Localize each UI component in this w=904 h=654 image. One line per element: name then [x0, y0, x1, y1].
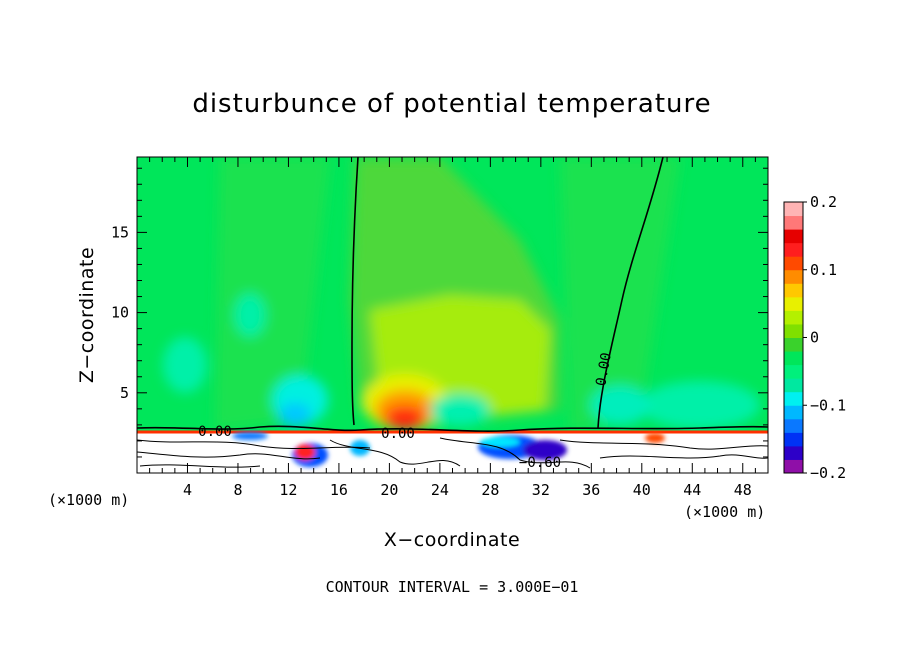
colorbar-swatch: [784, 269, 803, 284]
colorbar-swatch: [784, 283, 803, 298]
x-axis: 4 8 12 16 20 24 28 32 36 40 44 48: [149, 157, 756, 499]
x-tick-label: 32: [532, 481, 550, 499]
surface-layer: [137, 430, 768, 473]
colorbar-swatch: [784, 351, 803, 366]
colorbar-swatch: [784, 432, 803, 447]
colorbar-swatch: [784, 242, 803, 257]
contour-lines: [137, 157, 768, 432]
x-tick-label: 16: [330, 481, 348, 499]
x-tick-label: 48: [734, 481, 752, 499]
colorbar-swatch: [784, 418, 803, 433]
colorbar-swatch: [784, 459, 803, 474]
colorbar: 0.2 0.1 0 −0.1 −0.2: [783, 193, 846, 482]
colorbar-swatch: [784, 296, 803, 311]
colorbar-tick-label: 0: [810, 329, 819, 347]
colorbar-swatch: [784, 202, 803, 217]
contour-label: 0.00: [593, 351, 615, 387]
colorbar-swatch: [784, 445, 803, 460]
x-tick-label: 28: [481, 481, 499, 499]
x-tick-label: 36: [582, 481, 600, 499]
x-tick-label: 4: [183, 481, 192, 499]
y-axis: 5 10 15: [111, 167, 768, 458]
colorbar-swatch: [784, 391, 803, 406]
x-tick-label: 12: [279, 481, 297, 499]
chart-title: disturbunce of potential temperature: [192, 89, 711, 119]
contour-label: −0.60: [519, 455, 561, 471]
colorbar-swatch: [784, 378, 803, 393]
x-unit-label-right: (×1000 m): [684, 503, 765, 521]
y-tick-label: 15: [111, 223, 129, 241]
contour-interval-note: CONTOUR INTERVAL = 3.000E−01: [326, 578, 579, 596]
colorbar-tick-label: −0.2: [810, 464, 846, 482]
contour-label: 0.00: [381, 426, 415, 442]
x-tick-label: 44: [683, 481, 701, 499]
contour-label-group: 0.00 0.00 −0.60 0.00: [198, 351, 615, 471]
y-axis-label: Z−coordinate: [76, 247, 98, 383]
y-tick-label: 5: [120, 384, 129, 402]
x-tick-label: 20: [380, 481, 398, 499]
field-anomalies: [163, 157, 760, 430]
plot-area: 0.00 0.00 −0.60 0.00: [137, 157, 768, 473]
x-unit-label-left: (×1000 m): [48, 491, 129, 509]
colorbar-swatch: [784, 364, 803, 379]
colorbar-swatch: [784, 405, 803, 420]
x-axis-label: X−coordinate: [384, 529, 520, 551]
colorbar-tick-label: 0.2: [810, 193, 837, 211]
colorbar-swatch: [784, 337, 803, 352]
x-tick-label: 24: [431, 481, 449, 499]
colorbar-swatch: [784, 323, 803, 338]
colorbar-tick-label: 0.1: [810, 261, 837, 279]
zero-contour-right: [597, 157, 664, 429]
x-tick-label: 40: [633, 481, 651, 499]
colorbar-swatch: [784, 256, 803, 271]
x-tick-label: 8: [233, 481, 242, 499]
colorbar-tick-label: −0.1: [810, 396, 846, 414]
colorbar-swatch: [784, 310, 803, 325]
zero-contour-surface: [137, 425, 768, 432]
colorbar-swatch: [784, 215, 803, 230]
colorbar-swatch: [784, 229, 803, 244]
zero-contour-left: [351, 157, 359, 426]
contour-label: 0.00: [198, 424, 232, 440]
y-tick-label: 10: [111, 304, 129, 322]
